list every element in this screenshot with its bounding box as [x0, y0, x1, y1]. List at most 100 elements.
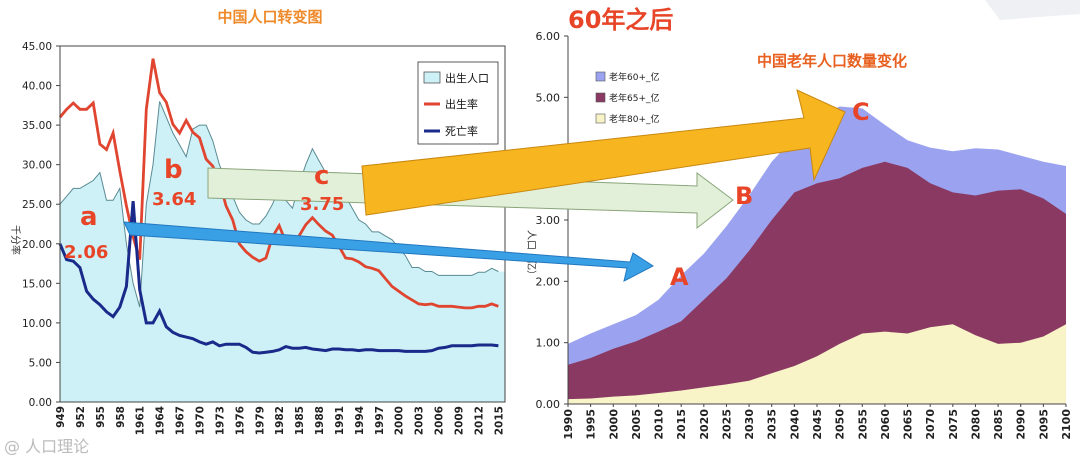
right-x-tick-label: 2055 [856, 409, 869, 440]
legend-label-death-rate: 死亡率 [445, 124, 478, 138]
legend-swatch-65plus [595, 92, 606, 103]
left-x-tick-label: 1988 [314, 406, 326, 435]
right-x-tick-label: 2010 [653, 409, 666, 440]
right-y-axis-ticks: 0.001.002.003.004.005.006.00 [536, 30, 568, 411]
arrow-a-to-A [123, 221, 654, 282]
left-y-tick-label: 5.00 [29, 357, 52, 369]
left-x-tick-label: 1979 [254, 406, 266, 435]
left-x-tick-label: 1961 [135, 406, 147, 435]
series-death-rate-line [58, 200, 499, 355]
left-y-tick-label: 25.00 [22, 199, 52, 211]
left-legend: 出生人口 出生率 死亡率 [417, 61, 499, 145]
right-x-tick-label: 2030 [743, 409, 756, 440]
left-x-tick-label: 2003 [414, 406, 426, 435]
left-x-tick-label: 1973 [214, 406, 226, 435]
right-x-tick-label: 2015 [675, 409, 688, 440]
left-y-axis-label: 千分率 [9, 225, 22, 255]
right-x-tick-label: 2000 [607, 409, 620, 440]
right-x-tick-label: 2025 [720, 409, 733, 440]
headline-60-years-later: 60年之后 [568, 6, 673, 34]
left-y-tick-label: 20.00 [22, 239, 52, 251]
left-x-tick-label: 1982 [274, 406, 286, 435]
left-x-tick-label: 1991 [334, 406, 346, 435]
label-A: A [670, 263, 689, 291]
left-y-axis-ticks: 0.00 5.00 10.00 15.00 20.00 25.00 30.00 35.00 40… [22, 41, 60, 409]
right-x-tick-label: 2045 [811, 409, 824, 440]
left-x-tick-label: 1994 [354, 406, 366, 435]
right-x-tick-label: 2035 [766, 409, 779, 440]
right-x-tick-label: 2050 [834, 409, 847, 440]
left-x-tick-label: 2015 [493, 406, 505, 435]
right-x-tick-label: 2070 [924, 409, 937, 440]
left-y-tick-label: 45.00 [22, 41, 52, 53]
left-x-tick-label: 1976 [234, 406, 246, 435]
right-x-axis-ticks: 1990 1995 2000 2005 2010 2015 2020 2025 2030 2035… [562, 404, 1073, 440]
left-x-tick-label: 1970 [194, 406, 206, 435]
legend-label-80plus: 老年80+_亿 [609, 113, 660, 125]
series-birth-rate-line [58, 58, 499, 310]
right-x-tick-label: 2075 [947, 409, 960, 440]
left-x-axis-ticks: 949 952 955 958 1961 1964 1967 1970 1973 1976 1979… [55, 406, 505, 435]
right-x-tick-label: 2065 [902, 409, 915, 440]
right-y-tick-label: 1.00 [536, 337, 561, 350]
right-x-tick-label: 2090 [1015, 409, 1028, 440]
watermark: @ 人口理论 [4, 437, 89, 456]
right-x-tick-label: 1995 [585, 409, 598, 440]
legend-swatch-60plus [595, 71, 606, 82]
left-x-tick-label: 1997 [374, 406, 386, 435]
right-plot-area [567, 36, 1066, 405]
right-x-tick-label: 2100 [1060, 409, 1073, 440]
corner-decoration [985, 0, 1080, 20]
legend-swatch-birth-population [423, 71, 441, 84]
left-plot-border [59, 45, 506, 403]
population-transition-chart: 中国人口转变图 0.00 5.00 10.00 15.00 20.00 25.00 30.0… [9, 8, 506, 435]
label-b: b [164, 155, 183, 185]
legend-label-60plus: 老年60+_亿 [609, 71, 660, 83]
legend-swatch-80plus [595, 113, 606, 124]
legend-label-birth-rate: 出生率 [445, 97, 478, 111]
right-chart-title: 中国老年人口数量变化 [757, 52, 907, 70]
right-x-tick-label: 2005 [630, 409, 643, 440]
left-x-tick-label: 949 [55, 406, 67, 428]
label-c-value: 3.75 [300, 194, 344, 215]
label-c: c [314, 161, 329, 191]
right-x-tick-label: 2060 [879, 409, 892, 440]
label-B: B [735, 182, 753, 210]
left-x-tick-label: 1964 [155, 406, 167, 435]
left-x-tick-label: 2006 [434, 406, 446, 435]
right-x-tick-label: 2095 [1037, 409, 1050, 440]
right-legend: 老年60+_亿 老年65+_亿 老年80+_亿 [595, 71, 660, 125]
annotation-labels: a 2.06 b 3.64 c 3.75 A B C [64, 98, 870, 291]
right-y-tick-label: 5.00 [536, 91, 561, 104]
left-x-tick-label: 952 [75, 406, 87, 428]
label-C: C [852, 98, 870, 126]
label-a: a [80, 202, 98, 232]
left-y-tick-label: 15.00 [22, 278, 52, 290]
left-x-tick-label: 958 [115, 406, 127, 428]
series-80plus-area [568, 324, 1066, 404]
label-a-value: 2.06 [64, 242, 108, 263]
left-chart-title: 中国人口转变图 [217, 8, 322, 26]
right-x-tick-label: 1990 [562, 409, 575, 440]
left-x-tick-label: 2009 [454, 406, 466, 435]
right-x-tick-label: 2085 [992, 409, 1005, 440]
left-y-tick-label: 35.00 [22, 120, 52, 132]
right-y-tick-label: 6.00 [536, 30, 561, 43]
legend-label-65plus: 老年65+_亿 [609, 92, 660, 104]
right-x-tick-label: 2040 [788, 409, 801, 440]
right-x-tick-label: 2080 [969, 409, 982, 440]
left-y-tick-label: 30.00 [22, 160, 52, 172]
left-x-tick-label: 2012 [473, 406, 485, 435]
legend-label-birth-population: 出生人口 [445, 71, 489, 85]
elderly-population-chart: 60年之后 中国老年人口数量变化 0.001.002.003.004.005.0… [525, 6, 1073, 440]
left-y-tick-label: 0.00 [29, 397, 52, 409]
left-x-tick-label: 2000 [394, 406, 406, 435]
label-b-value: 3.64 [152, 189, 196, 210]
left-x-tick-label: 1985 [294, 406, 306, 435]
right-y-tick-label: 0.00 [536, 398, 561, 411]
left-y-tick-label: 10.00 [22, 318, 52, 330]
left-x-tick-label: 955 [95, 406, 107, 428]
right-x-tick-label: 2020 [698, 409, 711, 440]
left-y-tick-label: 40.00 [22, 81, 52, 93]
